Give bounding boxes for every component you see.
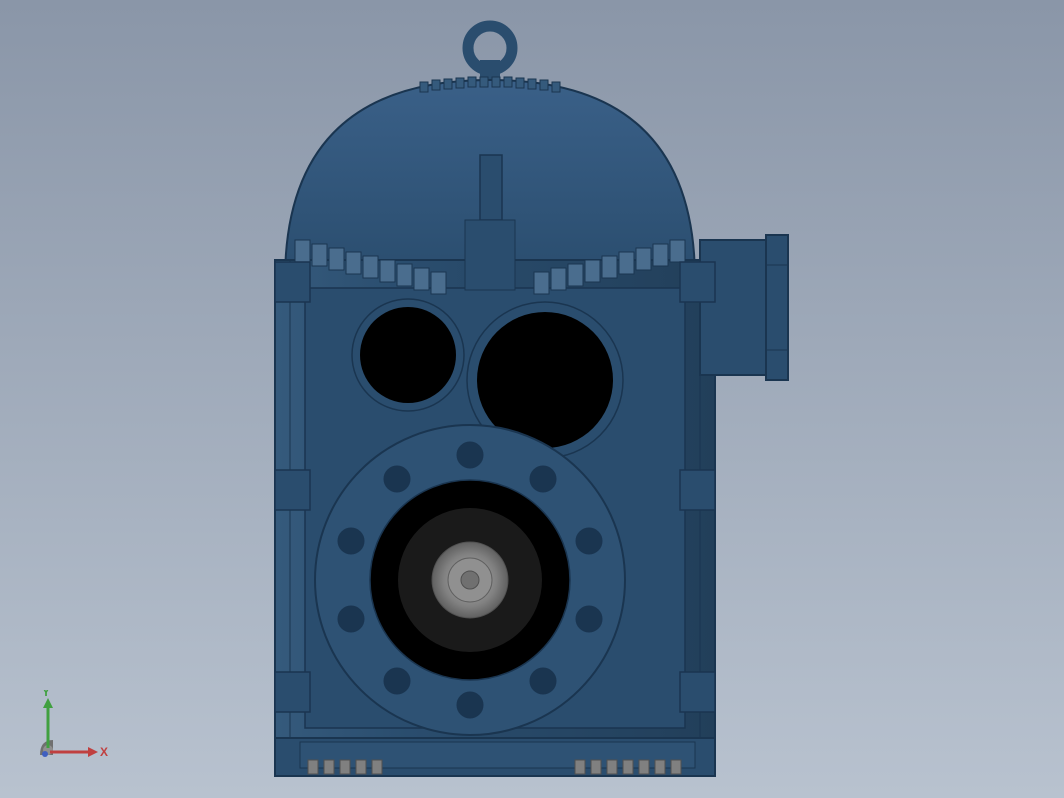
y-axis: Y	[42, 690, 53, 748]
y-axis-label: Y	[42, 690, 50, 699]
base-plate	[275, 738, 715, 776]
lifting-eye	[468, 26, 512, 80]
z-axis	[42, 751, 48, 757]
cad-viewport[interactable]: X Y	[0, 0, 1064, 798]
x-axis-label: X	[100, 745, 108, 759]
output-shaft	[398, 508, 542, 652]
output-flange	[315, 425, 625, 735]
model-render	[0, 0, 1064, 798]
side-port	[700, 235, 788, 380]
x-axis: X	[50, 745, 108, 759]
axis-triad[interactable]: X Y	[18, 690, 108, 780]
